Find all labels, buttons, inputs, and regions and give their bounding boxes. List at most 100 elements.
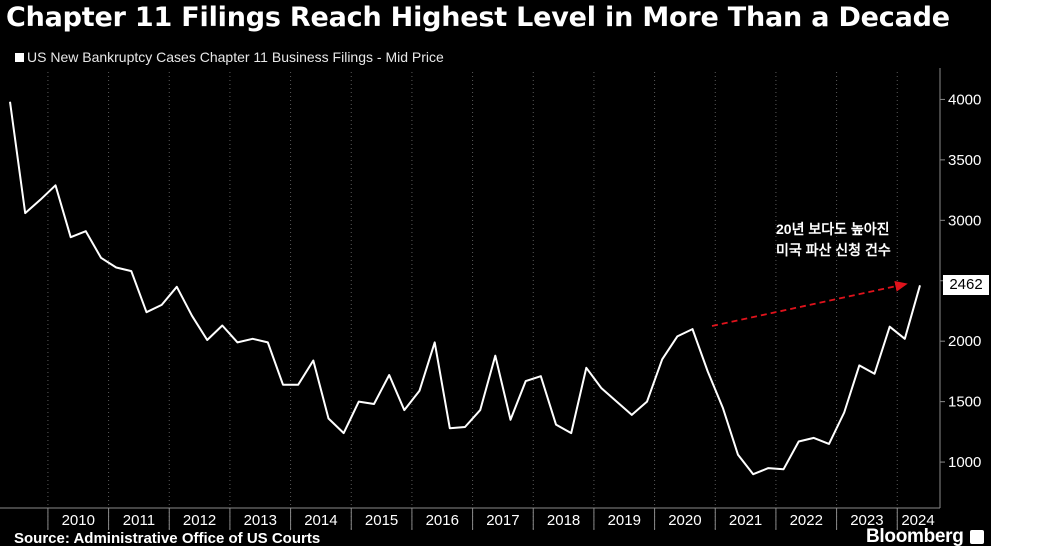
data-point [873,373,875,375]
series-line [9,101,921,476]
x-tick-label: 2015 [365,512,398,529]
data-point [570,432,572,434]
data-point [9,101,11,103]
data-point [297,384,299,386]
data-point [813,437,815,439]
data-point [479,409,481,411]
data-point [524,380,526,382]
data-point [267,341,269,343]
data-point [600,387,602,389]
data-point [433,341,435,343]
x-tick-label: 2021 [729,512,762,529]
data-point [358,400,360,402]
annotation-text: 20년 보다도 높아진 미국 파산 신청 건수 [776,219,891,261]
source-note: Source: Administrative Office of US Cour… [14,530,321,546]
data-point [904,338,906,340]
axes: 2010 2011 2012 2013 2014 2015 2016 2017 2018 2019… [0,68,981,530]
data-point [631,414,633,416]
annotation-line-2: 미국 파산 신청 건수 [776,242,891,258]
data-point [752,473,754,475]
data-point [221,324,223,326]
data-point [828,443,830,445]
data-point [540,375,542,377]
x-tick-label: 2023 [850,512,883,529]
data-point [661,358,663,360]
data-point [919,284,921,286]
data-point [54,184,56,186]
data-point [858,364,860,366]
y-tick-label: 3000 [948,212,981,229]
data-point [494,354,496,356]
data-point [843,411,845,413]
data-point [646,400,648,402]
data-point [722,406,724,408]
x-tick-label: 2012 [183,512,216,529]
data-point [342,432,344,434]
data-point [888,325,890,327]
x-tick-label: 2010 [62,512,95,529]
data-point [251,338,253,340]
data-point [585,367,587,369]
data-point [85,230,87,232]
data-point [464,426,466,428]
line-chart: 2010 2011 2012 2013 2014 2015 2016 2017 2018 2019… [0,68,981,530]
data-point [782,468,784,470]
x-tick-label: 2024 [901,512,934,529]
data-point [691,328,693,330]
data-point [191,315,193,317]
legend-label: US New Bankruptcy Cases Chapter 11 Busin… [27,49,444,65]
data-point [403,409,405,411]
x-tick-label: 2011 [123,512,155,529]
data-point [615,400,617,402]
data-point [24,212,26,214]
annotation-arrow [711,281,908,327]
y-tick-label: 3500 [948,152,981,169]
x-tick-label: 2018 [547,512,580,529]
data-point [373,403,375,405]
x-tick-label: 2017 [486,512,519,529]
data-point [388,374,390,376]
annotation-line-1: 20년 보다도 높아진 [776,221,890,237]
data-point [418,390,420,392]
data-point [327,417,329,419]
data-point [130,270,132,272]
x-tick-label: 2022 [790,512,823,529]
y-tick-label: 1500 [948,394,981,411]
x-tick-label: 2016 [426,512,459,529]
x-tick-label: 2019 [608,512,641,529]
data-point [509,419,511,421]
brand-logo: Bloomberg [866,526,964,546]
y-tick-label: 2000 [948,333,981,350]
data-point [100,257,102,259]
data-point [312,359,314,361]
data-point [767,467,769,469]
data-point [115,266,117,268]
grid [47,72,898,530]
data-point [176,286,178,288]
data-point [236,341,238,343]
data-point [737,454,739,456]
data-point [69,236,71,238]
chart-title: Chapter 11 Filings Reach Highest Level i… [6,2,950,33]
chart-panel: Chapter 11 Filings Reach Highest Level i… [0,0,991,546]
series-layer [9,101,921,476]
data-point [282,384,284,386]
y-tick-label: 4000 [948,91,981,108]
data-point [145,311,147,313]
x-tick-label: 2014 [304,512,337,529]
data-point [797,440,799,442]
brand-mark-icon [970,530,984,544]
data-point [206,339,208,341]
x-tick-label: 2013 [244,512,277,529]
last-value-label: 2462 [943,275,989,296]
data-point [555,423,557,425]
legend-swatch [15,52,24,62]
data-point [706,370,708,372]
data-point [676,335,678,337]
y-tick-label: 1000 [948,454,981,471]
data-point [39,199,41,201]
data-point [449,427,451,429]
x-tick-label: 2020 [668,512,701,529]
data-point [160,304,162,306]
legend: US New Bankruptcy Cases Chapter 11 Busin… [15,49,444,65]
